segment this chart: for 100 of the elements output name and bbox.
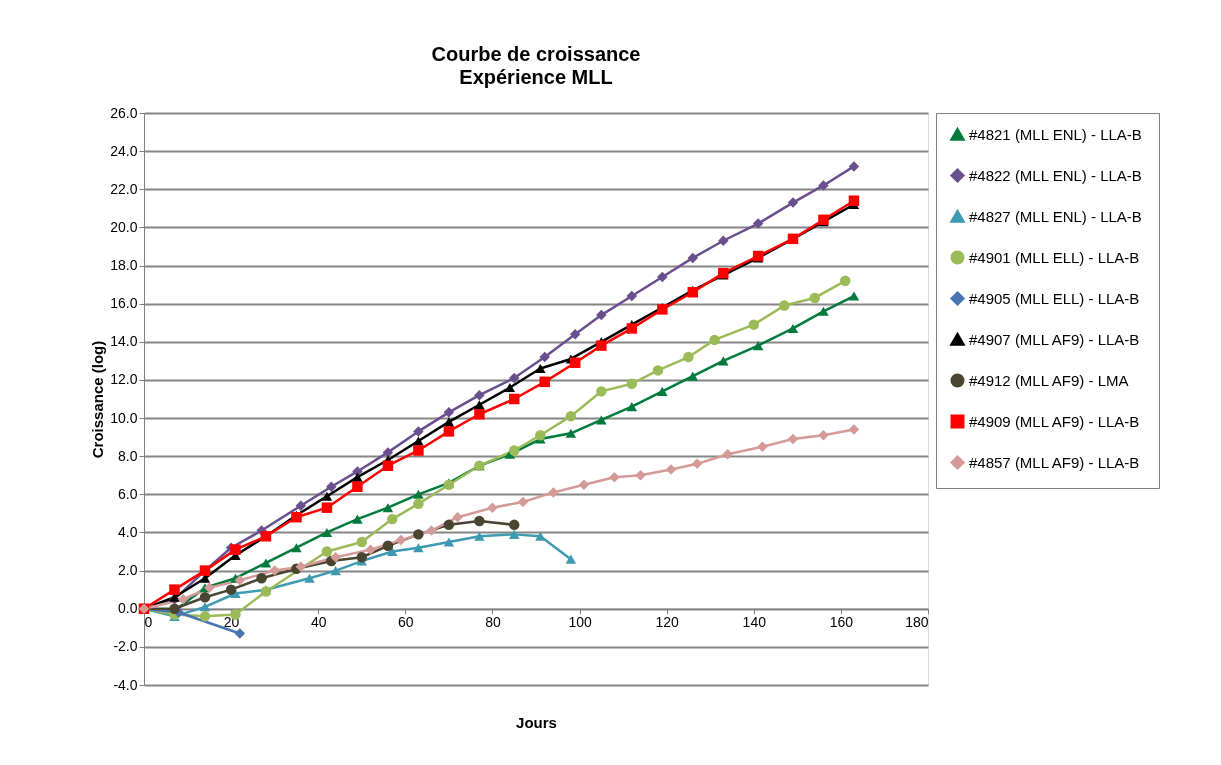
point: [413, 489, 424, 499]
point: [848, 195, 860, 206]
point: [304, 573, 315, 583]
point: [295, 500, 307, 512]
x-axis-title: Jours: [516, 713, 557, 731]
point: [787, 197, 799, 208]
point: [508, 445, 520, 456]
legend-label: #4821 (MLL ENL) - LLA-B: [969, 125, 1142, 143]
point: [626, 378, 638, 389]
x-tick-label: 160: [829, 614, 854, 631]
point: [757, 441, 768, 452]
point: [230, 544, 241, 555]
point: [626, 323, 638, 334]
y-tick-label: 4.0: [118, 523, 138, 540]
point: [626, 402, 638, 412]
point: [225, 584, 237, 595]
x-tick-label: 60: [398, 614, 414, 631]
legend-label: #4827 (MLL ENL) - LLA-B: [969, 207, 1142, 225]
point: [752, 218, 764, 229]
y-tick-label: 12.0: [110, 371, 138, 388]
point: [517, 496, 529, 508]
point: [665, 464, 677, 475]
point: [787, 323, 799, 333]
point: [269, 565, 280, 576]
point: [535, 531, 546, 541]
point: [818, 306, 829, 316]
y-tick-label: 22.0: [110, 180, 138, 197]
point: [387, 513, 398, 525]
point: [508, 519, 520, 531]
point: [295, 561, 307, 573]
y-tick-label: 6.0: [118, 485, 138, 502]
point: [413, 445, 424, 456]
y-tick-label: 8.0: [118, 447, 138, 464]
point: [326, 481, 337, 492]
point: [395, 534, 407, 546]
point: [177, 593, 189, 605]
point: [260, 558, 272, 568]
point: [365, 544, 376, 555]
point: [199, 611, 211, 622]
point: [539, 376, 550, 388]
point: [487, 502, 498, 513]
x-tick-label: 80: [485, 614, 501, 631]
y-tick-label: 10.0: [110, 409, 138, 426]
point: [748, 319, 760, 330]
point: [848, 161, 860, 172]
legend-label: #4901 (MLL ELL) - LLA-B: [969, 248, 1140, 266]
point: [535, 363, 546, 374]
point: [818, 429, 829, 441]
point: [787, 433, 799, 445]
y-tick-label: -2.0: [113, 638, 138, 655]
point: [352, 481, 363, 492]
point: [443, 426, 455, 437]
point: [382, 540, 394, 552]
point: [718, 356, 729, 366]
point: [609, 471, 620, 483]
point: [256, 572, 267, 584]
point: [321, 546, 333, 557]
point: [321, 491, 333, 501]
point: [234, 628, 246, 639]
legend-label: #4822 (MLL ENL) - LLA-B: [969, 166, 1142, 184]
legend-label: #4857 (MLL AF9) - LLA-B: [969, 453, 1140, 471]
point: [413, 529, 424, 540]
y-tick-label: 20.0: [110, 218, 138, 235]
point: [722, 449, 733, 460]
point: [596, 309, 607, 321]
point: [199, 602, 211, 612]
point: [330, 552, 341, 563]
y-tick-label: 16.0: [110, 295, 138, 312]
point: [443, 519, 455, 531]
x-tick-label: 180: [905, 614, 929, 631]
point: [356, 536, 368, 548]
point: [840, 275, 851, 287]
point: [539, 351, 550, 363]
point: [652, 365, 664, 376]
point: [687, 371, 699, 381]
chart-subtitle: Expérience MLL: [459, 66, 613, 88]
point: [565, 554, 577, 564]
point: [387, 546, 398, 557]
point: [452, 511, 463, 523]
point: [352, 514, 363, 524]
point: [687, 252, 699, 264]
point: [683, 351, 694, 363]
point: [426, 525, 437, 536]
x-tick-label: 100: [568, 614, 592, 631]
point: [474, 389, 485, 401]
chart-title: Courbe de croissance: [431, 43, 641, 65]
point: [578, 479, 590, 491]
point: [565, 428, 577, 438]
point: [234, 574, 246, 586]
y-tick-label: 2.0: [118, 562, 138, 579]
point: [443, 537, 455, 547]
y-axis-title: Croissance (log): [89, 340, 107, 459]
point: [548, 487, 559, 498]
y-tick-label: 26.0: [110, 104, 138, 121]
point: [565, 410, 577, 422]
point: [818, 180, 829, 191]
point: [330, 566, 341, 576]
x-tick-label: 140: [742, 614, 767, 631]
legend-label: #4909 (MLL AF9) - LLA-B: [969, 412, 1140, 430]
point: [321, 502, 333, 513]
